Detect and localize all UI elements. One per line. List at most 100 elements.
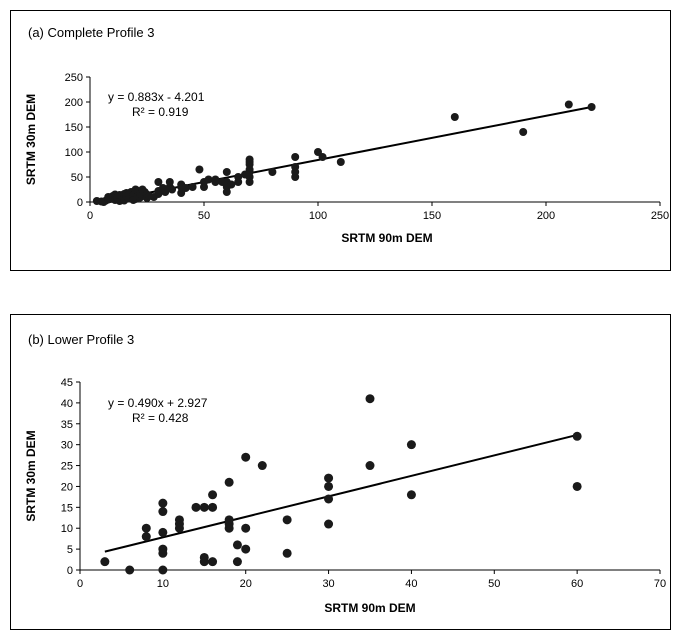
data-point bbox=[224, 515, 234, 525]
data-point bbox=[158, 544, 168, 554]
data-point bbox=[450, 113, 459, 121]
data-point bbox=[282, 548, 292, 558]
chart-title: (b) Lower Profile 3 bbox=[28, 332, 135, 347]
y-tick-label: 200 bbox=[65, 97, 83, 109]
data-point bbox=[168, 185, 177, 194]
y-tick-label: 50 bbox=[71, 172, 83, 184]
data-point bbox=[211, 175, 220, 184]
data-point bbox=[291, 153, 300, 161]
x-tick-label: 40 bbox=[405, 578, 417, 590]
data-point bbox=[241, 523, 251, 533]
data-point bbox=[519, 128, 528, 136]
data-point bbox=[365, 461, 375, 471]
y-tick-label: 20 bbox=[61, 481, 73, 493]
chart-panel-complete-profile: (a) Complete Profile 3 0 50 100 150 200 250 0 5… bbox=[10, 10, 671, 271]
data-point bbox=[587, 103, 596, 111]
data-point bbox=[222, 168, 231, 176]
data-point bbox=[318, 153, 327, 161]
data-point bbox=[572, 481, 582, 491]
data-point bbox=[195, 165, 204, 174]
regression-equation: y = 0.490x + 2.927 bbox=[108, 396, 208, 410]
data-point bbox=[141, 523, 151, 533]
data-point bbox=[324, 494, 334, 504]
data-point bbox=[191, 502, 201, 512]
data-point bbox=[227, 180, 236, 189]
data-point bbox=[208, 557, 218, 567]
scatter-plot-complete-profile: 0 50 100 150 200 250 0 50 100 150 200 250 SRTM 90m D… bbox=[24, 72, 669, 245]
data-point bbox=[241, 452, 251, 462]
data-point bbox=[165, 178, 174, 186]
y-tick-label: 0 bbox=[67, 565, 73, 577]
data-point bbox=[291, 163, 300, 171]
x-tick-label: 50 bbox=[198, 210, 210, 222]
r-squared-label: R² = 0.428 bbox=[132, 411, 189, 425]
x-tick-label: 200 bbox=[537, 210, 555, 222]
data-point bbox=[181, 184, 190, 192]
data-point bbox=[268, 168, 277, 176]
data-point bbox=[241, 544, 251, 554]
data-point bbox=[158, 527, 168, 537]
data-point bbox=[257, 461, 267, 471]
y-axis-title: SRTM 30m DEM bbox=[24, 430, 38, 521]
data-point bbox=[245, 155, 254, 164]
x-tick-label: 10 bbox=[157, 578, 169, 590]
y-tick-label: 250 bbox=[65, 72, 83, 84]
data-point bbox=[188, 183, 197, 191]
x-tick-label: 20 bbox=[240, 578, 252, 590]
data-point bbox=[199, 552, 209, 562]
r-squared-label: R² = 0.919 bbox=[132, 105, 189, 119]
y-tick-label: 100 bbox=[65, 147, 83, 159]
data-point bbox=[158, 507, 168, 517]
data-point bbox=[365, 394, 375, 404]
data-point bbox=[208, 502, 218, 512]
x-tick-label: 150 bbox=[423, 210, 441, 222]
y-tick-label: 0 bbox=[77, 197, 83, 209]
x-axis-title: SRTM 90m DEM bbox=[324, 601, 415, 615]
data-point bbox=[158, 565, 168, 575]
regression-equation: y = 0.883x - 4.201 bbox=[108, 90, 205, 104]
data-point bbox=[224, 477, 234, 487]
x-tick-label: 70 bbox=[654, 578, 666, 590]
x-tick-label: 250 bbox=[651, 210, 669, 222]
y-axis-title: SRTM 30m DEM bbox=[24, 94, 38, 185]
data-point bbox=[100, 557, 110, 567]
data-point bbox=[174, 515, 184, 525]
scatter-plot-lower-profile: 0 10 20 30 40 50 60 70 0 5 10 15 20 25 30 35 40 45 SRTM 90… bbox=[24, 377, 666, 615]
x-tick-label: 0 bbox=[87, 210, 93, 222]
chart-panel-lower-profile: (b) Lower Profile 3 0 10 20 30 40 50 60 70 0 5 10 1… bbox=[10, 314, 671, 630]
data-point bbox=[154, 178, 163, 186]
data-point bbox=[199, 502, 209, 512]
trendline bbox=[104, 433, 578, 553]
data-point bbox=[208, 490, 218, 500]
x-tick-label: 30 bbox=[322, 578, 334, 590]
chart-title: (a) Complete Profile 3 bbox=[28, 25, 155, 40]
y-tick-label: 5 bbox=[67, 544, 73, 556]
y-tick-label: 15 bbox=[61, 502, 73, 514]
data-point bbox=[141, 532, 151, 542]
data-point bbox=[324, 519, 334, 529]
data-point bbox=[564, 100, 573, 109]
data-point bbox=[282, 515, 292, 525]
data-point bbox=[324, 473, 334, 483]
data-point bbox=[154, 190, 163, 198]
y-tick-label: 30 bbox=[61, 440, 73, 452]
y-tick-label: 25 bbox=[61, 461, 73, 473]
data-point bbox=[204, 175, 213, 184]
data-point bbox=[572, 431, 582, 441]
data-point bbox=[232, 540, 242, 550]
x-tick-label: 100 bbox=[309, 210, 327, 222]
y-tick-label: 40 bbox=[61, 398, 73, 410]
y-tick-label: 45 bbox=[61, 377, 73, 389]
data-point bbox=[125, 565, 135, 575]
data-point bbox=[232, 557, 242, 567]
y-tick-label: 10 bbox=[61, 523, 73, 535]
data-point bbox=[158, 498, 168, 508]
data-point bbox=[406, 490, 416, 500]
y-tick-label: 150 bbox=[65, 122, 83, 134]
x-tick-label: 50 bbox=[488, 578, 500, 590]
x-tick-label: 60 bbox=[571, 578, 583, 590]
x-tick-label: 0 bbox=[77, 578, 83, 590]
data-point bbox=[222, 188, 231, 196]
y-tick-label: 35 bbox=[61, 419, 73, 431]
data-point bbox=[336, 158, 345, 166]
